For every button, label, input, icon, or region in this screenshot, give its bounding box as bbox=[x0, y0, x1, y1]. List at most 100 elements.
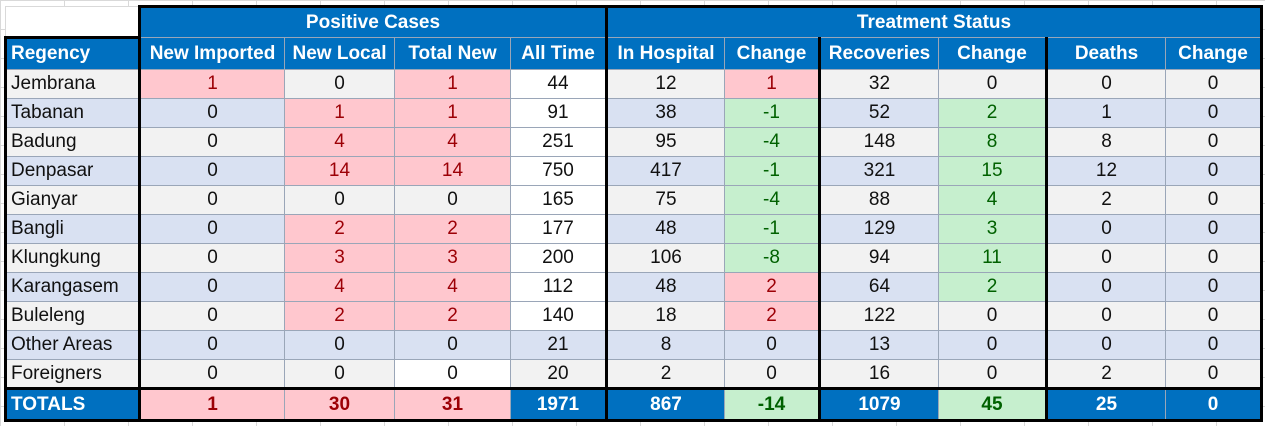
treatment-status-group-header: Treatment Status bbox=[606, 5, 1263, 38]
regency-cell: Buleleng bbox=[4, 301, 140, 331]
hospital-change-cell: 2 bbox=[724, 301, 821, 331]
header-deaths: Deaths bbox=[1046, 37, 1166, 70]
new-imported-cell: 0 bbox=[138, 214, 285, 244]
total-new-cell: 0 bbox=[394, 330, 511, 360]
new-imported-cell: 0 bbox=[138, 359, 285, 389]
hospital-change-cell: 0 bbox=[724, 359, 821, 389]
deaths-change-cell: 0 bbox=[1165, 185, 1263, 215]
all-time-cell: 112 bbox=[510, 272, 608, 302]
new-local-cell: 0 bbox=[284, 330, 395, 360]
deaths-cell: 8 bbox=[1046, 127, 1166, 157]
regency-cell: Bangli bbox=[4, 214, 140, 244]
table-row: Other Areas 0 0 0 21 8 0 13 0 0 0 bbox=[4, 330, 1263, 360]
recoveries-change-cell: 15 bbox=[938, 156, 1048, 186]
total-hospital-change: -14 bbox=[724, 387, 821, 422]
new-imported-cell: 0 bbox=[138, 185, 285, 215]
hospital-change-cell: -1 bbox=[724, 214, 821, 244]
recoveries-cell: 13 bbox=[819, 330, 939, 360]
header-recoveries: Recoveries bbox=[819, 37, 939, 70]
hospital-change-cell: -1 bbox=[724, 156, 821, 186]
new-local-cell: 4 bbox=[284, 127, 395, 157]
recoveries-cell: 148 bbox=[819, 127, 939, 157]
new-imported-cell: 0 bbox=[138, 156, 285, 186]
hospital-change-cell: -4 bbox=[724, 185, 821, 215]
table-row: Foreigners 0 0 0 20 2 0 16 0 2 0 bbox=[4, 359, 1263, 389]
regency-cell: Denpasar bbox=[4, 156, 140, 186]
table-row: Gianyar 0 0 0 165 75 -4 88 4 2 0 bbox=[4, 185, 1263, 215]
hospital-change-cell: -1 bbox=[724, 98, 821, 128]
all-time-cell: 44 bbox=[510, 69, 608, 99]
deaths-cell: 0 bbox=[1046, 69, 1166, 99]
regency-cell: Other Areas bbox=[4, 330, 140, 360]
hospital-change-cell: 1 bbox=[724, 69, 821, 99]
recoveries-change-cell: 2 bbox=[938, 98, 1048, 128]
header-recoveries-change: Change bbox=[938, 37, 1048, 70]
header-regency: Regency bbox=[4, 36, 140, 70]
new-local-cell: 2 bbox=[284, 301, 395, 331]
all-time-cell: 177 bbox=[510, 214, 608, 244]
header-all-time: All Time bbox=[510, 37, 608, 70]
in-hospital-cell: 48 bbox=[606, 214, 725, 244]
regency-cell: Tabanan bbox=[4, 98, 140, 128]
all-time-cell: 21 bbox=[510, 330, 608, 360]
deaths-cell: 0 bbox=[1046, 272, 1166, 302]
deaths-change-cell: 0 bbox=[1165, 330, 1263, 360]
total-new-cell: 4 bbox=[394, 272, 511, 302]
column-header-row: Regency New Imported New Local Total New… bbox=[4, 36, 1263, 70]
in-hospital-cell: 38 bbox=[606, 98, 725, 128]
new-imported-cell: 0 bbox=[138, 127, 285, 157]
total-new-cell: 3 bbox=[394, 243, 511, 273]
new-local-cell: 0 bbox=[284, 185, 395, 215]
deaths-change-cell: 0 bbox=[1165, 214, 1263, 244]
regency-cell: Karangasem bbox=[4, 272, 140, 302]
deaths-change-cell: 0 bbox=[1165, 272, 1263, 302]
regency-cell: Klungkung bbox=[4, 243, 140, 273]
recoveries-change-cell: 4 bbox=[938, 185, 1048, 215]
in-hospital-cell: 106 bbox=[606, 243, 725, 273]
total-total-new: 31 bbox=[394, 387, 511, 422]
recoveries-change-cell: 8 bbox=[938, 127, 1048, 157]
total-new-cell: 2 bbox=[394, 301, 511, 331]
all-time-cell: 91 bbox=[510, 98, 608, 128]
totals-row: TOTALS 1 30 31 1971 867 -14 1079 45 25 0 bbox=[4, 387, 1263, 422]
table-row: Badung 0 4 4 251 95 -4 148 8 8 0 bbox=[4, 127, 1263, 157]
in-hospital-cell: 8 bbox=[606, 330, 725, 360]
table-row: Karangasem 0 4 4 112 48 2 64 2 0 0 bbox=[4, 272, 1263, 302]
total-new-cell: 4 bbox=[394, 127, 511, 157]
total-new-cell: 1 bbox=[394, 69, 511, 99]
table-row: Denpasar 0 14 14 750 417 -1 321 15 12 0 bbox=[4, 156, 1263, 186]
total-all-time: 1971 bbox=[510, 387, 608, 422]
deaths-change-cell: 0 bbox=[1165, 243, 1263, 273]
new-local-cell: 4 bbox=[284, 272, 395, 302]
in-hospital-cell: 12 bbox=[606, 69, 725, 99]
header-hospital-change: Change bbox=[724, 37, 821, 70]
in-hospital-cell: 2 bbox=[606, 359, 725, 389]
hospital-change-cell: -8 bbox=[724, 243, 821, 273]
total-recoveries: 1079 bbox=[819, 387, 939, 422]
regency-cell: Jembrana bbox=[4, 69, 140, 99]
regency-cell: Foreigners bbox=[4, 359, 140, 389]
all-time-cell: 140 bbox=[510, 301, 608, 331]
table-row: Buleleng 0 2 2 140 18 2 122 0 0 0 bbox=[4, 301, 1263, 331]
recoveries-change-cell: 0 bbox=[938, 359, 1048, 389]
recoveries-cell: 52 bbox=[819, 98, 939, 128]
total-new-cell: 0 bbox=[394, 359, 511, 389]
new-local-cell: 3 bbox=[284, 243, 395, 273]
deaths-cell: 2 bbox=[1046, 359, 1166, 389]
total-new-cell: 2 bbox=[394, 214, 511, 244]
new-local-cell: 0 bbox=[284, 69, 395, 99]
deaths-cell: 2 bbox=[1046, 185, 1166, 215]
total-new-cell: 14 bbox=[394, 156, 511, 186]
new-imported-cell: 0 bbox=[138, 330, 285, 360]
bali-covid-table: Positive Cases Treatment Status Regency … bbox=[4, 5, 1263, 422]
new-imported-cell: 0 bbox=[138, 243, 285, 273]
total-deaths: 25 bbox=[1046, 387, 1166, 422]
recoveries-cell: 129 bbox=[819, 214, 939, 244]
recoveries-cell: 321 bbox=[819, 156, 939, 186]
header-total-new: Total New bbox=[394, 37, 511, 70]
in-hospital-cell: 417 bbox=[606, 156, 725, 186]
total-in-hospital: 867 bbox=[606, 387, 725, 422]
hospital-change-cell: 2 bbox=[724, 272, 821, 302]
total-new-imported: 1 bbox=[138, 387, 285, 422]
hospital-change-cell: 0 bbox=[724, 330, 821, 360]
